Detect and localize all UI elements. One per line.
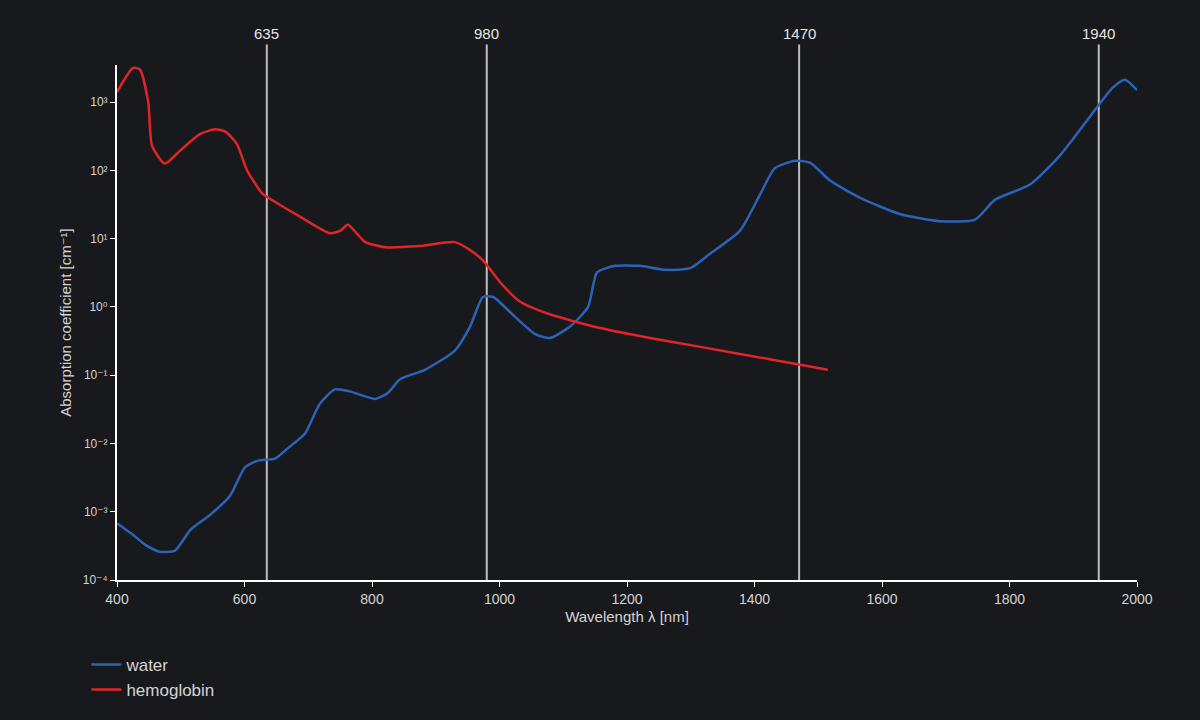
svg-text:10²: 10² (90, 164, 107, 178)
svg-text:1600: 1600 (866, 591, 897, 607)
svg-text:hemoglobin: hemoglobin (126, 681, 214, 700)
svg-text:600: 600 (233, 591, 257, 607)
svg-text:Wavelength λ [nm]: Wavelength λ [nm] (565, 608, 689, 625)
svg-text:2000: 2000 (1121, 591, 1152, 607)
svg-text:10⁻⁴: 10⁻⁴ (83, 573, 108, 587)
svg-text:1940: 1940 (1082, 25, 1115, 42)
svg-text:Absorption coefficient [cm⁻¹]: Absorption coefficient [cm⁻¹] (57, 228, 74, 417)
svg-text:635: 635 (254, 25, 279, 42)
svg-text:10⁻³: 10⁻³ (84, 505, 108, 519)
svg-text:10⁻²: 10⁻² (84, 437, 108, 451)
svg-text:10¹: 10¹ (90, 232, 107, 246)
svg-text:400: 400 (105, 591, 129, 607)
svg-text:1000: 1000 (484, 591, 515, 607)
svg-text:10⁻¹: 10⁻¹ (84, 368, 108, 382)
svg-text:1200: 1200 (611, 591, 642, 607)
svg-text:10⁰: 10⁰ (89, 300, 107, 314)
svg-text:800: 800 (360, 591, 384, 607)
svg-text:980: 980 (474, 25, 499, 42)
svg-text:water: water (125, 656, 168, 675)
svg-text:10³: 10³ (90, 95, 107, 109)
svg-text:1400: 1400 (739, 591, 770, 607)
svg-text:1800: 1800 (994, 591, 1025, 607)
svg-text:1470: 1470 (783, 25, 816, 42)
